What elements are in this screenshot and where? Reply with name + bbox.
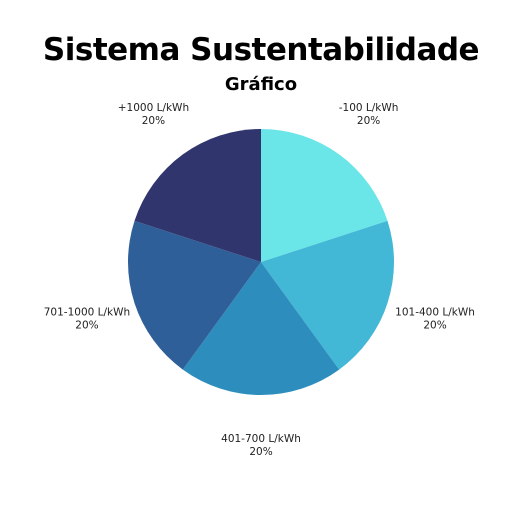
slice-value-label-3: 20% bbox=[249, 446, 272, 458]
slice-label-5: +1000 L/kWh bbox=[118, 102, 189, 114]
pie-slice-5 bbox=[134, 129, 261, 262]
slice-label-4: 701-1000 L/kWh bbox=[44, 307, 130, 319]
pie-slice-1 bbox=[261, 129, 388, 262]
slice-label-3: 401-700 L/kWh bbox=[221, 433, 301, 445]
slice-value-label-5: 20% bbox=[142, 115, 165, 127]
slice-value-label-1: 20% bbox=[357, 115, 380, 127]
slice-value-label-4: 20% bbox=[75, 320, 98, 332]
pie-slice-4 bbox=[128, 220, 261, 370]
slice-label-1: -100 L/kWh bbox=[339, 102, 399, 114]
pie-slice-3 bbox=[182, 262, 340, 396]
pie-slice-2 bbox=[261, 220, 395, 370]
slice-value-label-2: 20% bbox=[423, 320, 446, 332]
chart-subtitle: Gráfico bbox=[224, 74, 298, 95]
slice-label-2: 101-400 L/kWh bbox=[395, 307, 475, 319]
chart-title: Sistema Sustentabilidade bbox=[42, 32, 480, 68]
